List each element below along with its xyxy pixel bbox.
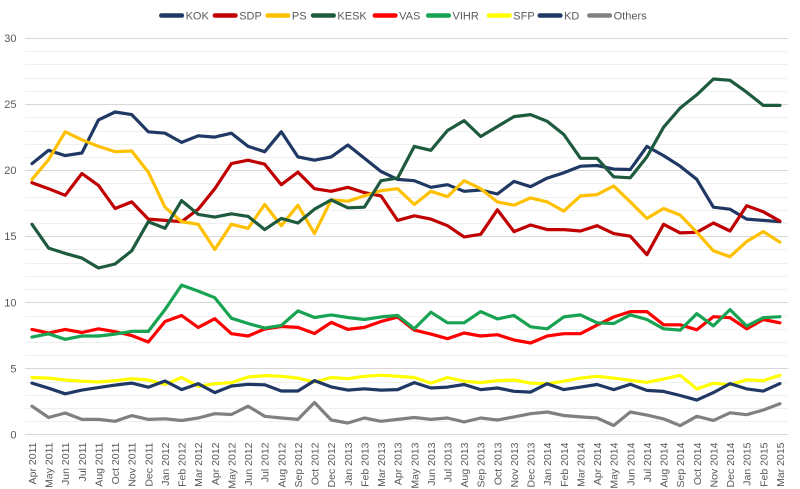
svg-text:Oct 2012: Oct 2012 — [310, 442, 322, 485]
svg-text:KESK: KESK — [337, 11, 367, 23]
svg-text:Dec 2011: Dec 2011 — [143, 442, 155, 486]
svg-text:Feb 2015: Feb 2015 — [758, 442, 770, 487]
svg-text:May 2012: May 2012 — [226, 442, 238, 488]
svg-text:Aug 2014: Aug 2014 — [659, 442, 671, 487]
svg-text:VAS: VAS — [399, 11, 420, 23]
svg-text:May 2014: May 2014 — [609, 442, 621, 488]
svg-text:Feb 2014: Feb 2014 — [559, 442, 571, 487]
svg-text:Nov 2013: Nov 2013 — [509, 442, 521, 487]
svg-text:Oct 2014: Oct 2014 — [692, 442, 704, 485]
svg-text:Oct 2011: Oct 2011 — [110, 442, 122, 484]
svg-text:Aug 2013: Aug 2013 — [459, 442, 471, 487]
svg-text:0: 0 — [10, 430, 16, 442]
svg-text:Apr 2014: Apr 2014 — [592, 442, 604, 485]
svg-text:20: 20 — [4, 165, 16, 177]
svg-text:Mar 2014: Mar 2014 — [576, 442, 588, 487]
svg-text:Jan 2015: Jan 2015 — [742, 442, 754, 485]
svg-text:Sep 2013: Sep 2013 — [476, 442, 488, 487]
svg-text:Dec 2012: Dec 2012 — [326, 442, 338, 487]
svg-text:Apr 2013: Apr 2013 — [393, 442, 405, 485]
svg-text:Sep 2012: Sep 2012 — [293, 442, 305, 487]
svg-text:VIHR: VIHR — [453, 11, 479, 23]
svg-text:Jul 2011: Jul 2011 — [77, 442, 89, 481]
svg-text:Jul 2014: Jul 2014 — [642, 442, 654, 482]
svg-text:Aug 2011: Aug 2011 — [94, 442, 106, 486]
svg-text:Dec 2014: Dec 2014 — [725, 442, 737, 487]
svg-text:Jun 2011: Jun 2011 — [60, 442, 72, 485]
svg-text:Jan 2014: Jan 2014 — [542, 442, 554, 485]
svg-text:Jan 2013: Jan 2013 — [343, 442, 355, 485]
svg-text:Oct 2013: Oct 2013 — [492, 442, 504, 485]
svg-text:Mar 2012: Mar 2012 — [193, 442, 205, 487]
svg-text:Feb 2013: Feb 2013 — [359, 442, 371, 487]
svg-text:Aug 2012: Aug 2012 — [276, 442, 288, 487]
svg-text:Jan 2012: Jan 2012 — [160, 442, 172, 485]
svg-text:Sep 2014: Sep 2014 — [675, 442, 687, 487]
svg-text:May 2013: May 2013 — [409, 442, 421, 488]
svg-text:KD: KD — [564, 11, 579, 23]
svg-text:Jul 2012: Jul 2012 — [260, 442, 272, 482]
svg-text:Apr 2012: Apr 2012 — [210, 442, 222, 485]
svg-text:SFP: SFP — [513, 11, 534, 23]
svg-text:30: 30 — [4, 33, 16, 45]
svg-text:10: 10 — [4, 297, 16, 309]
svg-text:May 2011: May 2011 — [44, 442, 56, 487]
svg-text:Others: Others — [614, 11, 648, 23]
svg-text:15: 15 — [4, 231, 16, 243]
svg-text:Apr 2011: Apr 2011 — [27, 442, 39, 484]
svg-text:5: 5 — [10, 363, 16, 375]
svg-text:Jun 2012: Jun 2012 — [243, 442, 255, 485]
svg-text:KOK: KOK — [186, 11, 210, 23]
svg-text:Nov 2011: Nov 2011 — [127, 442, 139, 486]
svg-text:Jun 2013: Jun 2013 — [426, 442, 438, 485]
svg-text:Mar 2013: Mar 2013 — [376, 442, 388, 487]
svg-text:Jul 2013: Jul 2013 — [443, 442, 455, 482]
svg-text:PS: PS — [292, 11, 307, 23]
svg-text:Nov 2014: Nov 2014 — [708, 442, 720, 487]
svg-text:25: 25 — [4, 99, 16, 111]
svg-text:Dec 2013: Dec 2013 — [526, 442, 538, 487]
svg-text:SDP: SDP — [239, 11, 262, 23]
svg-text:Mar 2015: Mar 2015 — [775, 442, 787, 487]
svg-text:Jun 2014: Jun 2014 — [625, 442, 637, 485]
svg-text:Feb 2012: Feb 2012 — [177, 442, 189, 487]
